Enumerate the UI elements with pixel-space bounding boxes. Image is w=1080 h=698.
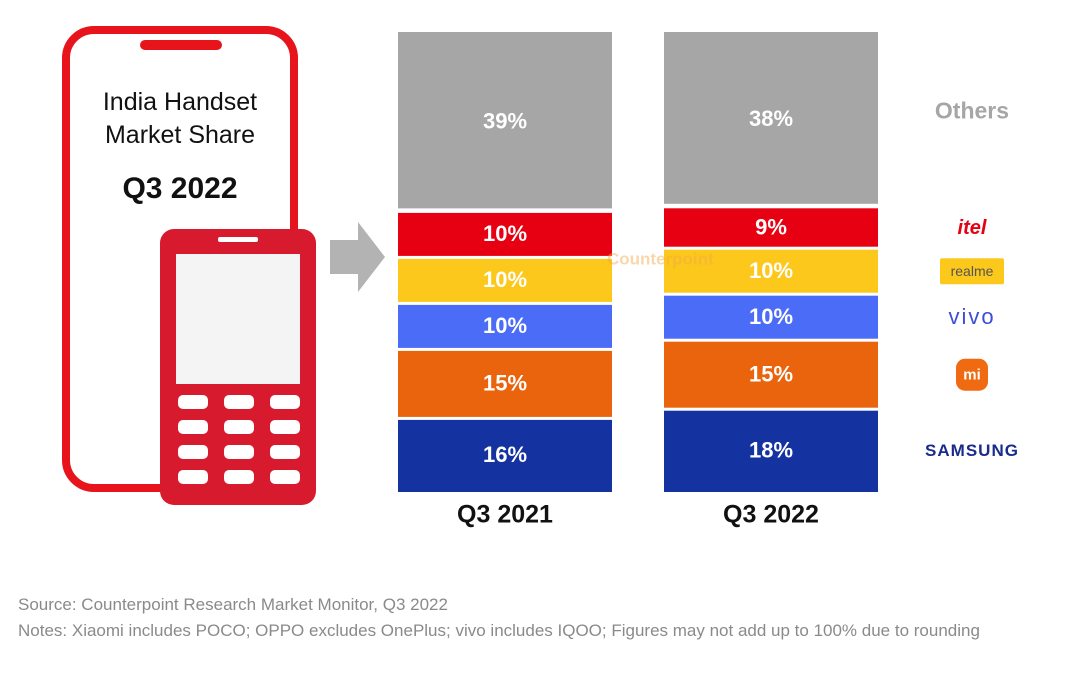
legend-label: realme [951,263,994,279]
bar-segment [664,341,878,408]
value-label: 10% [749,304,793,329]
legend-label: Others [935,97,1009,123]
source: Source: Counterpoint Research Market Mon… [18,595,448,614]
value-label: 10% [483,267,527,292]
bar-segment [664,32,878,204]
value-label: 10% [483,313,527,338]
bar-segment [664,295,878,339]
value-label: 38% [749,106,793,131]
watermark: Counterpoint [607,249,714,268]
value-label: 10% [749,258,793,283]
bar-segment [398,212,612,256]
bar-segment [398,32,612,209]
value-label: 16% [483,442,527,467]
value-label: 15% [749,362,793,387]
bar-segment [664,249,878,293]
bar-segment [398,258,612,302]
legend-swatch [940,258,1004,285]
bar-segment [398,419,612,492]
chart-subtitle: Q3 2022 [122,172,238,205]
legend-swatch [956,358,988,391]
value-label: 39% [483,109,527,134]
keypad [178,395,300,484]
footnotes: Source: Counterpoint Research Market Mon… [18,592,1068,644]
bar-segment [664,208,878,247]
value-label: 10% [483,221,527,246]
value-label: 18% [749,437,793,462]
bar-segment [664,410,878,492]
notes: Notes: Xiaomi includes POCO; OPPO exclud… [18,621,980,640]
feature-phone-screen [176,254,300,384]
legend-label: SAMSUNG [925,441,1019,460]
legend-label: vivo [948,304,995,329]
legend-label: mi [963,367,981,384]
legend-label: itel [958,217,987,239]
value-label: 9% [755,214,787,239]
bar-segment [398,304,612,348]
chart-title: India Handset Market Share [102,88,258,149]
x-tick-label: Q3 2021 [457,501,553,529]
feature-phone-speaker [218,237,258,242]
value-label: 15% [483,371,527,396]
phone-notch [140,40,222,50]
arrow [330,222,385,292]
x-tick-label: Q3 2022 [723,501,819,529]
bar-segment [398,350,612,417]
